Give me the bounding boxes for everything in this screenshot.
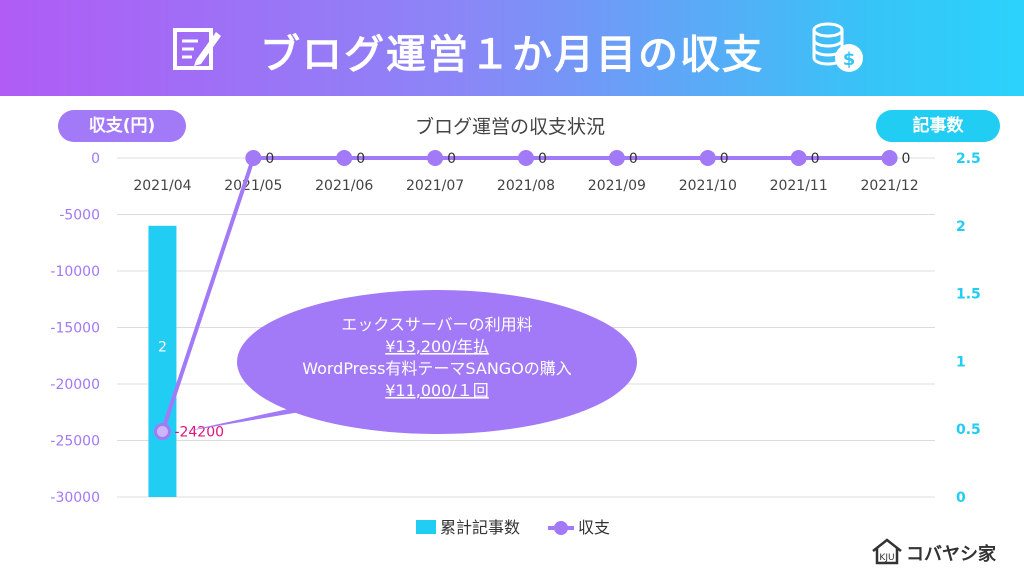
line-data-label: 0 [447, 151, 456, 167]
left-axis-label: 収支(円) [58, 110, 186, 142]
line-point [518, 150, 534, 166]
annotation-text: WordPress有料テーマSANGOの購入 [302, 359, 572, 378]
y-left-tick-label: -15000 [50, 321, 100, 337]
line-data-label: 0 [629, 151, 638, 167]
bar-data-label: 2 [158, 339, 167, 355]
y-left-tick-label: -20000 [50, 377, 100, 393]
y-right-tick-label: 2 [956, 219, 966, 235]
legend-label: 収支 [578, 518, 610, 537]
x-tick-label: 2021/12 [860, 178, 918, 194]
y-right-tick-label: 1.5 [956, 287, 981, 303]
x-tick-label: 2021/05 [224, 178, 282, 194]
line-point [153, 422, 171, 440]
y-right-tick-label: 1 [956, 354, 966, 370]
x-tick-label: 2021/07 [406, 178, 464, 194]
y-right-tick-label: 0 [956, 490, 966, 506]
line-data-label: 0 [720, 151, 729, 167]
line-data-label: -24200 [174, 424, 224, 440]
note-icon [173, 28, 221, 70]
coins-icon: $ [812, 22, 863, 72]
legend-swatch-marker [554, 521, 568, 535]
annotation-text: ¥13,200/年払 [385, 337, 489, 356]
line-point [790, 150, 807, 166]
brand-name: コバヤシ家 [906, 544, 996, 565]
line-point [427, 150, 444, 166]
y-right-tick-label: 0.5 [956, 422, 981, 438]
line-data-label: 0 [265, 151, 274, 167]
line-point [336, 150, 353, 166]
x-tick-label: 2021/08 [497, 178, 555, 194]
x-tick-label: 2021/04 [133, 178, 191, 194]
annotation-text: エックスサーバーの利用料 [341, 315, 532, 334]
y-left-tick-label: -5000 [59, 208, 100, 224]
chart-title: ブログ運営の収支状況 [414, 116, 605, 138]
legend-label: 累計記事数 [440, 518, 520, 537]
y-right-tick-label: 2.5 [956, 151, 981, 167]
y-left-tick-label: 0 [91, 151, 100, 167]
x-tick-label: 2021/10 [679, 178, 737, 194]
header-banner: ブログ運営１か月目の収支 $ [0, 0, 1024, 96]
svg-text:KJU: KJU [879, 553, 894, 563]
line-data-label: 0 [811, 151, 820, 167]
y-left-tick-label: -30000 [50, 490, 100, 506]
x-tick-label: 2021/11 [770, 178, 828, 194]
svg-text:$: $ [843, 49, 856, 70]
line-point [608, 150, 625, 166]
line-point [699, 150, 716, 166]
annotation-bubble [237, 290, 637, 434]
page-title: ブログ運営１か月目の収支 [260, 32, 764, 78]
legend-swatch-bar [416, 520, 436, 534]
annotation-text: ¥11,000/１回 [385, 381, 489, 400]
footer-brand: KJU コバヤシ家 [870, 536, 1010, 566]
x-tick-label: 2021/06 [315, 178, 373, 194]
x-tick-label: 2021/09 [588, 178, 646, 194]
house-icon: KJU [872, 538, 902, 565]
line-data-label: 0 [356, 151, 365, 167]
right-axis-label: 記事数 [876, 110, 1000, 142]
y-left-tick-label: -25000 [50, 434, 100, 450]
y-left-tick-label: -10000 [50, 264, 100, 280]
bar [148, 225, 177, 498]
line-data-label: 0 [538, 151, 547, 167]
line-point [881, 150, 898, 166]
line-data-label: 0 [902, 151, 911, 167]
line-point [245, 150, 262, 166]
